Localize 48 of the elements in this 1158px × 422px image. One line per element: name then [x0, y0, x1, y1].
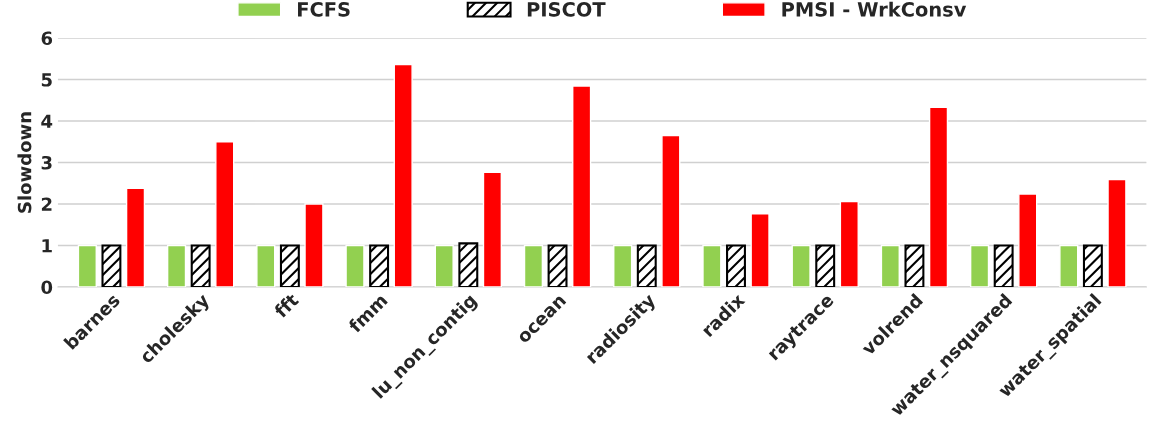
bar: [101, 244, 122, 287]
bar: [279, 244, 300, 287]
bar: [369, 244, 390, 287]
y-axis-title: Slowdown: [17, 112, 32, 213]
bar: [613, 244, 633, 287]
bar: [702, 244, 722, 287]
bar: [434, 244, 454, 287]
bar: [661, 134, 681, 287]
bar: [928, 106, 949, 287]
bar: [839, 200, 859, 287]
bar: [547, 244, 568, 287]
y-tick-label: 4: [41, 114, 53, 128]
y-tick-label: 3: [41, 155, 52, 170]
bar: [523, 244, 544, 287]
bar: [1107, 178, 1127, 287]
legend-label: FCFS: [298, 2, 350, 17]
bar: [215, 141, 235, 287]
bar: [482, 171, 503, 287]
bar: [77, 244, 97, 287]
bar: [993, 244, 1014, 287]
y-tick-label: 5: [41, 73, 52, 87]
bar: [815, 244, 836, 287]
bar: [880, 244, 900, 287]
bar: [750, 213, 770, 287]
bar: [393, 63, 413, 287]
legend-label: PISCOT: [527, 2, 606, 17]
bar: [256, 244, 276, 287]
bar: [791, 244, 811, 287]
y-tick-label: 6: [41, 31, 53, 46]
bar: [636, 244, 657, 287]
bar: [190, 244, 211, 287]
bar: [304, 203, 324, 287]
bar: [572, 85, 592, 287]
bar: [904, 244, 925, 287]
bar: [125, 187, 146, 287]
y-tick-label: 2: [41, 197, 52, 211]
bar: [969, 244, 990, 287]
bar: [458, 242, 479, 287]
bar: [166, 244, 187, 287]
bar: [1082, 244, 1103, 287]
bar: [1018, 193, 1038, 287]
bar: [345, 244, 365, 287]
x-tick-label: fft: [272, 292, 300, 319]
bar: [1059, 244, 1079, 287]
y-tick-label: 1: [42, 239, 52, 253]
bar: [726, 244, 746, 287]
legend-label: PMSI - WrkConsv: [782, 1, 967, 17]
y-tick-label: 0: [41, 280, 53, 295]
